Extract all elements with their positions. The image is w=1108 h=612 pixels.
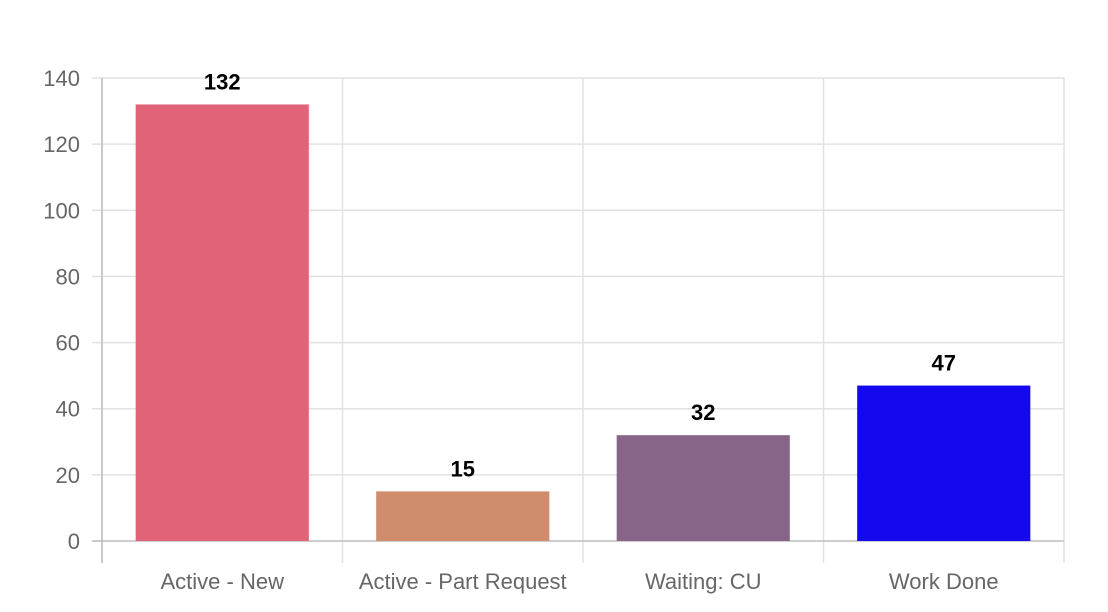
bar-1: [376, 491, 550, 541]
bar-value-label: 132: [204, 69, 241, 94]
bar-value-label: 32: [691, 400, 715, 425]
bar-0: [135, 104, 309, 541]
bars: [135, 104, 1031, 541]
x-category-label: Work Done: [889, 569, 999, 594]
y-tick-label: 120: [43, 132, 80, 157]
y-tick-label: 140: [43, 66, 80, 91]
bar-2: [616, 435, 790, 541]
x-category-label: Waiting: CU: [645, 569, 762, 594]
bar-3: [857, 385, 1031, 541]
y-tick-label: 20: [56, 463, 80, 488]
bar-value-label: 47: [932, 351, 956, 376]
x-category-label: Active - New: [161, 569, 285, 594]
y-tick-label: 60: [56, 331, 80, 356]
y-tick-label: 0: [68, 529, 80, 554]
labels: 0 20 40 60 80 100 120 140 132 Active - New 15 Activ…: [43, 66, 998, 594]
y-tick-label: 40: [56, 397, 80, 422]
x-category-label: Active - Part Request: [359, 569, 567, 594]
bar-value-label: 15: [451, 456, 475, 481]
y-tick-label: 80: [56, 264, 80, 289]
y-tick-label: 100: [43, 198, 80, 223]
